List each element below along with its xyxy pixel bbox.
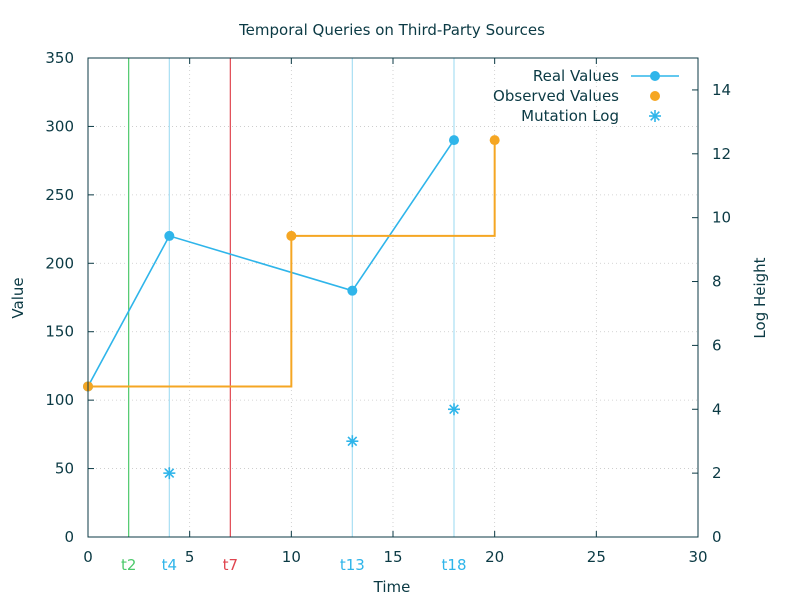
y2-tick-label: 10 [712, 209, 731, 227]
legend: Real Values Observed Values Mutation Log [493, 67, 679, 125]
y-tick-label: 0 [64, 528, 74, 546]
x-tick-label: 10 [282, 548, 301, 566]
y2-tick-label: 14 [712, 81, 731, 99]
x-tick-label: 20 [485, 548, 504, 566]
y-tick-label: 200 [45, 254, 74, 272]
observed-values-point [489, 135, 500, 146]
y-tick-label: 350 [45, 49, 74, 67]
y2-tick-label: 2 [712, 464, 722, 482]
marker-label-t4: t4 [162, 556, 177, 574]
marker-label-t18: t18 [442, 556, 467, 574]
plot-frame [87, 57, 699, 538]
observed-values-point [286, 230, 297, 241]
x-tick-label: 0 [83, 548, 93, 566]
marker-label-t2: t2 [121, 556, 136, 574]
y-tick-label: 300 [45, 117, 74, 135]
x-tick-label: 30 [688, 548, 707, 566]
y2-axis-label: Log Height [751, 257, 769, 338]
legend-label: Real Values [533, 67, 619, 85]
real-values-point [164, 230, 175, 241]
x-tick-label: 25 [587, 548, 606, 566]
y-tick-label: 50 [55, 460, 74, 478]
star-stroke [449, 404, 459, 415]
series-layer [83, 135, 500, 480]
y2-tick-label: 6 [712, 336, 722, 354]
y-tick-label: 250 [45, 186, 74, 204]
star-stroke [164, 468, 175, 479]
chart-title: Temporal Queries on Third-Party Sources [238, 21, 545, 39]
legend-label: Observed Values [493, 87, 619, 105]
y2-tick-label: 12 [712, 145, 731, 163]
legend-swatch-star [649, 110, 661, 122]
legend-swatch-point [650, 91, 660, 101]
y2-tick-label: 8 [712, 273, 722, 291]
y-axis-label: Value [9, 277, 27, 318]
grid-layer [88, 58, 698, 537]
x-tick-label: 5 [185, 548, 195, 566]
axis-ticks: 0 5 10 15 20 25 300501001502002503003500246810… [45, 49, 731, 566]
y-tick-label: 100 [45, 391, 74, 409]
mutation-log-point [163, 467, 176, 480]
real-values-point [347, 285, 358, 296]
real-values-point [449, 135, 459, 146]
y-tick-label: 150 [45, 323, 74, 341]
y2-tick-label: 0 [712, 528, 722, 546]
y2-tick-label: 4 [712, 400, 722, 418]
mutation-log-point [448, 403, 460, 416]
marker-label-t13: t13 [340, 556, 365, 574]
mutation-log-point [346, 435, 359, 448]
real-values-line [87, 139, 455, 387]
star-stroke [347, 436, 358, 447]
x-tick-label: 15 [383, 548, 402, 566]
marker-label-t7: t7 [223, 556, 238, 574]
x-axis-label: Time [373, 578, 411, 596]
legend-swatch-point [650, 71, 660, 81]
star-stroke [650, 111, 660, 121]
legend-label: Mutation Log [521, 107, 619, 125]
vertical-markers: t2 t4 t7 t13 t18 [121, 58, 467, 574]
